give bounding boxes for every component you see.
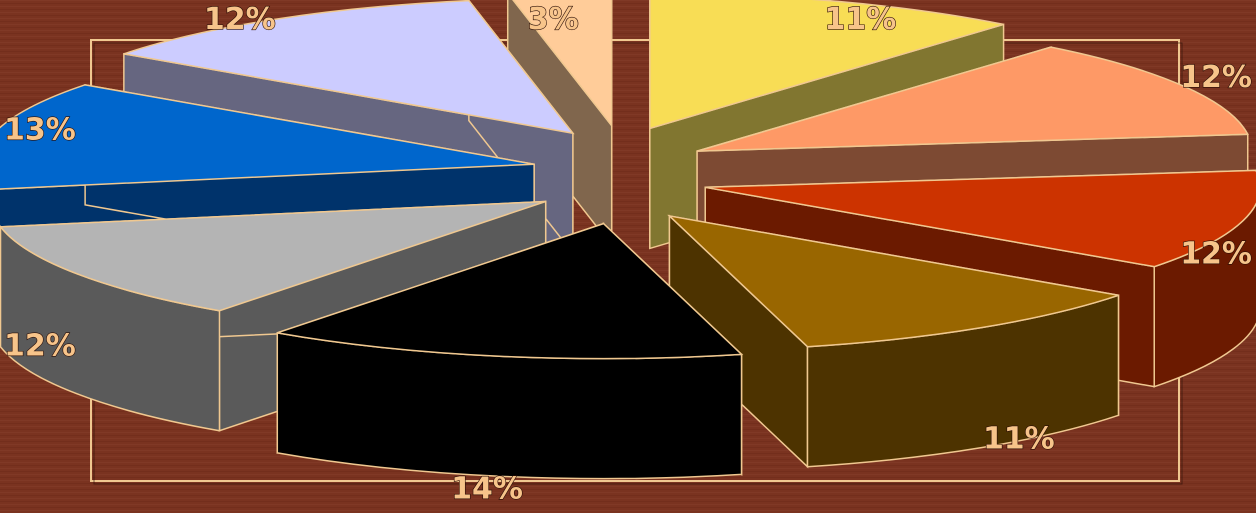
slice-percent-label: 13% [4,113,76,148]
slice-top-face [696,46,1249,152]
slice-percent-label: 11% [824,2,896,37]
slice-percent-label: 12% [1180,236,1252,271]
slice-percent-label: 12% [204,2,276,37]
pie-slices [0,0,1256,480]
slice-top-face [277,222,744,360]
pie-slice [276,221,744,480]
pie-labels: 11% 12% 12% 11% 14% 12% 13% 12% 3% [3,1,1252,507]
slice-top-face [705,169,1256,268]
slice-top-face [667,214,1119,348]
slice-top-face [0,200,546,312]
pie-slice [667,214,1120,469]
slice-top-face [649,0,1004,130]
slice-percent-label: 11% [983,422,1055,457]
slice-percent-label: 12% [4,328,76,363]
slice-percent-label: 3% [528,2,579,37]
slice-percent-label: 12% [1180,60,1252,95]
slice-top-face [512,0,613,128]
slice-percent-label: 14% [451,472,523,507]
slice-top-face [0,84,535,190]
slice-top-face [123,0,575,135]
